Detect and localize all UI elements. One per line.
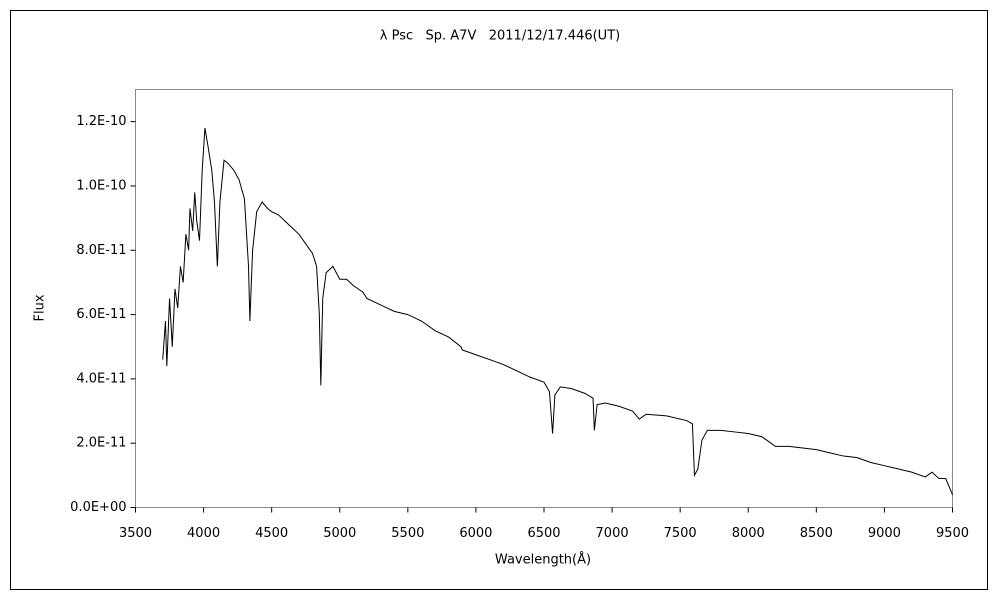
x-tick-label: 9000 xyxy=(868,526,901,541)
x-tick-label: 3500 xyxy=(119,526,152,541)
y-tick-label: 6.0E-11 xyxy=(76,307,126,322)
x-tick-label: 7500 xyxy=(664,526,697,541)
y-tick-label: 8.0E-11 xyxy=(76,243,126,258)
x-tick-label: 8500 xyxy=(800,526,833,541)
x-tick-label: 4500 xyxy=(255,526,288,541)
spectrum-line xyxy=(162,127,953,495)
x-tick-label: 7000 xyxy=(596,526,629,541)
y-tick-label: 2.0E-11 xyxy=(76,436,126,451)
y-tick-label: 0.0E+00 xyxy=(70,500,126,515)
y-axis-label: Flux xyxy=(33,294,48,321)
y-tick-label: 4.0E-11 xyxy=(76,371,126,386)
x-tick-label: 5000 xyxy=(323,526,356,541)
x-tick-label: 6500 xyxy=(527,526,560,541)
x-axis-label: Wavelength(Å) xyxy=(495,552,591,568)
y-tick-label: 1.2E-10 xyxy=(76,114,126,129)
x-tick-label: 5500 xyxy=(391,526,424,541)
x-tick-label: 4000 xyxy=(187,526,220,541)
plot-area xyxy=(135,89,953,508)
y-tick-label: 1.0E-10 xyxy=(76,178,126,193)
x-tick-label: 6000 xyxy=(459,526,492,541)
x-tick-label: 8000 xyxy=(732,526,765,541)
x-tick-label: 9500 xyxy=(936,526,969,541)
chart-title: λ Psc Sp. A7V 2011/12/17.446(UT) xyxy=(380,29,620,44)
